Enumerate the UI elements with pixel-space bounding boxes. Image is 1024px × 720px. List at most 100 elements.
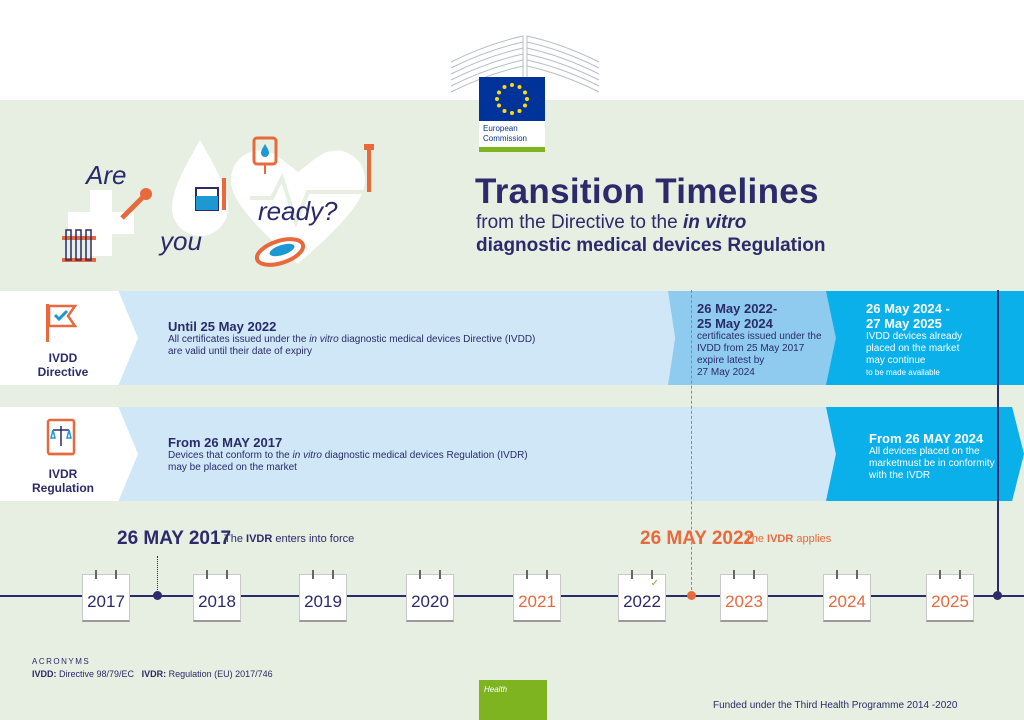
ivdd-band3-text: 26 May 2024 - 27 May 2025 IVDD devices a…: [866, 301, 1006, 379]
ivdr-band1-line2: may be placed on the market: [168, 462, 297, 473]
year-label: 2023: [725, 592, 763, 611]
logo-org-line2: Commission: [483, 134, 528, 143]
ivdd-band3-line2: placed on the market: [866, 343, 960, 354]
ivdd-band2-line4: 27 May 2024: [697, 367, 755, 378]
acronym-ivdr-term: IVDR:: [141, 669, 167, 679]
ivdd-band1-line1: All certificates issued under the in vit…: [168, 334, 668, 346]
ivdr-band1-text-pre: Devices that conform to the: [168, 450, 293, 461]
year-label: 2022: [623, 592, 661, 611]
calendar-2024: 2024: [823, 570, 871, 622]
ivdd-band3-heading1: 26 May 2024 -: [866, 301, 950, 316]
ivdd-band2-line1: certificates issued under the: [697, 331, 822, 342]
ivdd-band1-heading: Until 25 May 2022: [168, 319, 277, 334]
year-label: 2021: [518, 592, 556, 611]
timeline-dot-2022: [687, 591, 696, 600]
sample-cup-icon: [195, 178, 226, 211]
acronyms-heading: ACRONYMS: [32, 657, 91, 666]
ivdr-band2-line1: All devices placed on the: [869, 446, 980, 457]
subtitle-text: from the Directive to the: [476, 212, 683, 233]
ivdr-band1-text-post: diagnostic medical devices Regulation (I…: [321, 450, 528, 461]
calendar-2025: 2025: [926, 570, 974, 622]
illustration-word-you: you: [160, 226, 202, 256]
ivdd-band2-heading1: 26 May 2022-: [697, 301, 778, 316]
pipette-icon: [120, 188, 152, 220]
test-tubes-icon: [62, 229, 96, 262]
illustration-word-ready: ready?: [258, 196, 338, 226]
logo-org-line1: European: [483, 124, 518, 133]
ivdd-band-until-2022: [100, 291, 700, 385]
ivdr-band-from-2024: [826, 407, 1024, 501]
year-label: 2025: [931, 592, 969, 611]
page-subtitle-line1: from the Directive to the in vitro: [476, 212, 746, 234]
calendar-2021: 2021: [513, 570, 561, 622]
health-badge: Health: [479, 680, 547, 720]
ivdd-band2-text: 26 May 2022- 25 May 2024 certificates is…: [697, 301, 837, 379]
flag-check-icon: [46, 304, 78, 342]
subtitle-emphasis: in vitro: [682, 212, 747, 233]
milestone-2022-date: 26 MAY 2022: [640, 528, 755, 549]
page-title: Transition Timelines: [475, 172, 819, 211]
ivdd-row-label: IVDD Directive: [18, 351, 108, 379]
ivdr-band-from-2017: [100, 407, 860, 501]
milestone-2017-dotted-line: [157, 556, 158, 594]
acronym-ivdr-def: Regulation (EU) 2017/746: [166, 669, 273, 679]
petri-dish-icon: [254, 237, 306, 267]
ivdd-band3-line1: IVDD devices already: [866, 331, 963, 342]
ivdd-band3-heading2: 27 May 2025: [866, 316, 942, 331]
year-label: 2024: [828, 592, 866, 611]
ivdr-band1-text: From 26 MAY 2017 Devices that conform to…: [168, 435, 668, 474]
ivdd-band2-line2: IVDD from 25 May 2017: [697, 343, 805, 354]
milestone-2017-bold: IVDR: [246, 533, 273, 545]
logo-org-name: European Commission: [479, 121, 545, 147]
ivdr-label-line1: IVDR: [48, 467, 78, 481]
milestone-2017-text: The IVDR enters into force: [224, 533, 354, 545]
ivdd-band3-line4: to be made available: [866, 368, 940, 377]
year-label: 2017: [87, 592, 125, 611]
acronym-ivdd-term: IVDD:: [32, 669, 57, 679]
timeline-axis: [0, 595, 1024, 597]
ivdr-applies-dashed-line: [691, 290, 692, 595]
ivdd-band1-text-em: in vitro: [309, 334, 339, 345]
calendar-2020: 2020: [406, 570, 454, 622]
milestone-2022-text: The IVDR applies: [745, 533, 831, 545]
logo-green-bar: [479, 147, 545, 152]
medical-devices-illustration: [62, 136, 374, 267]
year-label: 2019: [304, 592, 342, 611]
ivdr-row-label: IVDR Regulation: [18, 467, 108, 495]
milestone-2022-bold: IVDR: [767, 533, 794, 545]
illustration-word-are: Are: [86, 160, 127, 190]
ivdd-label-line2: Directive: [37, 365, 89, 379]
syringe-icon: [364, 144, 374, 192]
calendar-2022: ✓ 2022: [618, 570, 666, 622]
milestone-2022-post: applies: [793, 533, 832, 545]
ivdd-band-2022-2024: [668, 291, 848, 385]
calendar-2018: 2018: [193, 570, 241, 622]
ivdr-band2-text: From 26 MAY 2024 All devices placed on t…: [869, 431, 1009, 482]
ivdr-label-line2: Regulation: [32, 481, 94, 495]
calendar-2019: 2019: [299, 570, 347, 622]
ivdr-band2-heading: From 26 MAY 2024: [869, 431, 984, 446]
timeline-dot-2017: [153, 591, 162, 600]
acronym-ivdd-def: Directive 98/79/EC: [56, 669, 135, 679]
are-you-ready-illustration: Are you ready?: [50, 130, 410, 280]
calendar-2023: 2023: [720, 570, 768, 622]
ivdd-band1-text-post: diagnostic medical devices Directive (IV…: [338, 334, 536, 345]
ivdr-band2-line3: with the IVDR: [869, 470, 931, 481]
page-subtitle-line2: diagnostic medical devices Regulation: [476, 235, 826, 256]
ivdd-band-2024-2025: [826, 291, 1024, 385]
ivdd-band1-line2: are valid until their date of expiry: [168, 346, 312, 357]
ivdd-band2-line3: expire latest by: [697, 355, 765, 366]
eu-stars-icon: [495, 83, 529, 115]
check-icon: ✓: [650, 578, 659, 589]
timeline-dot-2025: [993, 591, 1002, 600]
milestone-2017-date: 26 MAY 2017: [117, 528, 232, 549]
ivdd-band1-text: Until 25 May 2022 All certificates issue…: [168, 319, 668, 358]
blood-bag-icon: [252, 136, 278, 174]
year-label: 2018: [198, 592, 236, 611]
milestone-2017-pre: The: [224, 533, 247, 545]
milestone-2017-post: enters into force: [272, 533, 355, 545]
year-label: 2020: [411, 592, 449, 611]
eu-flag: [479, 77, 545, 121]
ivdd-band3-line3: may continue: [866, 355, 926, 366]
ivdr-band1-heading: From 26 MAY 2017: [168, 435, 283, 450]
